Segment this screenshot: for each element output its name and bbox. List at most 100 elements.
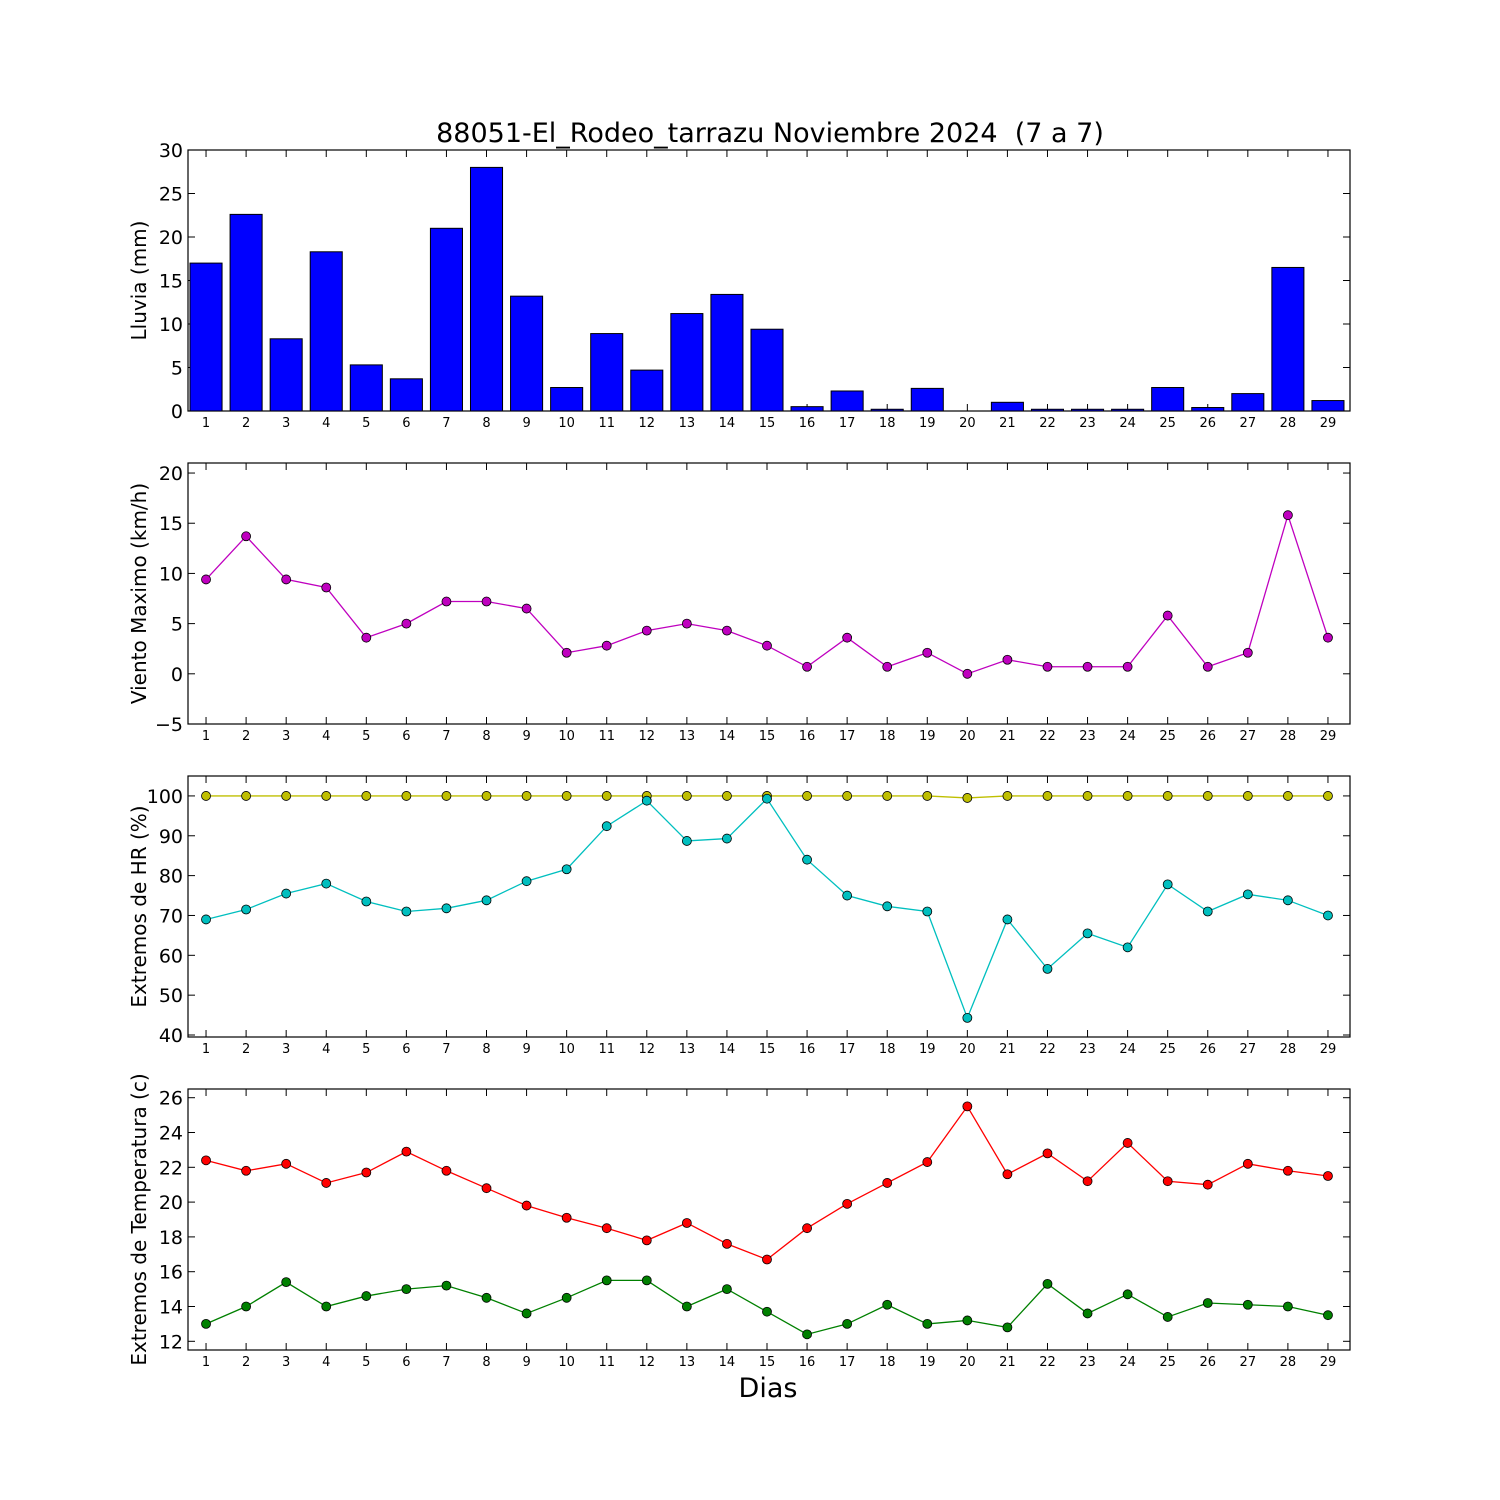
rain-xtick-label-17: 18: [879, 416, 896, 431]
temperature-series-0-point-22: [1042, 1148, 1053, 1159]
humidity-series-1-point-12: [641, 795, 652, 806]
humidity-series-1-point-21: [1002, 914, 1013, 925]
humidity-xtick-label-22: 23: [1079, 1042, 1096, 1057]
wind-xtick-label-2: 3: [282, 729, 290, 744]
humidity-xtick-label-25: 26: [1199, 1042, 1216, 1057]
humidity-xtick-label-23: 24: [1119, 1042, 1136, 1057]
rain-ytick-label-1: 5: [171, 358, 183, 380]
humidity-xtick-label-24: 25: [1159, 1042, 1176, 1057]
temperature-xtick-label-4: 5: [362, 1355, 370, 1370]
humidity-series-1-point-1: [201, 914, 211, 925]
temperature-xtick-label-17: 18: [879, 1355, 896, 1370]
temperature-series-1-point-5: [361, 1291, 372, 1301]
humidity-series-1-point-24: [1122, 942, 1133, 953]
temperature-xtick-label-27: 28: [1280, 1355, 1297, 1370]
humidity-series-1-point-16: [802, 854, 812, 865]
rain-xtick-label-24: 25: [1159, 416, 1176, 431]
temperature-series-0-point-15: [762, 1254, 772, 1265]
rain-xtick-label-1: 2: [242, 416, 250, 431]
humidity-xtick-label-28: 29: [1320, 1042, 1337, 1057]
humidity-series-1-point-7: [441, 903, 452, 914]
rain-bar-6: [389, 378, 423, 412]
temperature-xtick-label-5: 6: [402, 1355, 410, 1370]
rain-bar-8: [469, 166, 504, 412]
humidity-xtick-label-16: 17: [839, 1042, 856, 1057]
wind-xtick-label-25: 26: [1199, 729, 1216, 744]
humidity-series-0-point-19: [922, 791, 933, 801]
temperature-series-1-point-1: [201, 1319, 211, 1329]
wind-series-0-point-18: [882, 661, 893, 672]
rain-bar-1: [189, 262, 223, 412]
wind-series-0-point-23: [1082, 661, 1093, 672]
rain-bar-26: [1191, 407, 1225, 412]
humidity-xtick-label-17: 18: [879, 1042, 896, 1057]
temperature-series-0-line: [205, 1105, 1329, 1261]
wind-xtick-label-6: 7: [442, 729, 450, 744]
rain-bar-29: [1311, 400, 1345, 412]
wind-axes-frame: [187, 462, 1351, 725]
temperature-series-1-point-13: [681, 1301, 692, 1312]
humidity-series-1-point-3: [281, 888, 292, 899]
temperature-xtick-label-0: 1: [202, 1355, 210, 1370]
temperature-series-0-point-14: [722, 1238, 732, 1249]
rain-bar-9: [510, 295, 544, 412]
rain-xtick-label-21: 22: [1039, 416, 1056, 431]
temperature-series-1-point-20: [962, 1315, 973, 1326]
humidity-xtick-label-4: 5: [362, 1042, 370, 1057]
temperature-series-0-point-21: [1002, 1169, 1013, 1180]
humidity-series-1-point-15: [762, 793, 772, 804]
wind-series-0-point-26: [1202, 661, 1213, 672]
temperature-series-0-point-23: [1082, 1176, 1093, 1187]
temperature-xtick-label-24: 25: [1159, 1355, 1176, 1370]
wind-ytick-label-5: 20: [159, 463, 183, 485]
humidity-series-0-point-27: [1242, 791, 1253, 801]
temperature-series-1-point-22: [1042, 1278, 1053, 1289]
humidity-series-0-point-3: [281, 791, 292, 801]
temperature-xtick-label-22: 23: [1079, 1355, 1096, 1370]
rain-bar-3: [269, 338, 303, 412]
humidity-series-1-point-6: [401, 906, 412, 917]
temperature-axes-frame: [187, 1088, 1351, 1351]
humidity-series-0-point-5: [361, 791, 372, 801]
rain-bar-12: [630, 369, 664, 412]
humidity-ytick-label-5: 90: [159, 826, 183, 848]
wind-series-0-point-21: [1002, 654, 1013, 665]
temperature-series-1-point-29: [1323, 1310, 1333, 1321]
temperature-series-0-point-27: [1242, 1158, 1253, 1169]
temperature-series-0-point-16: [802, 1223, 812, 1234]
rain-xtick-label-23: 24: [1119, 416, 1136, 431]
rain-ytick-label-5: 25: [159, 184, 183, 206]
humidity-series-0-point-14: [722, 791, 732, 801]
wind-xtick-label-24: 25: [1159, 729, 1176, 744]
humidity-series-0-point-25: [1162, 791, 1173, 801]
temperature-xtick-label-28: 29: [1320, 1355, 1337, 1370]
humidity-series-0-point-13: [681, 791, 692, 801]
humidity-xtick-label-6: 7: [442, 1042, 450, 1057]
temperature-series-0-point-7: [441, 1165, 452, 1176]
temperature-series-1-point-19: [922, 1319, 933, 1329]
wind-series-0-point-3: [281, 574, 292, 585]
rain-bar-7: [429, 227, 463, 412]
wind-xtick-label-14: 15: [759, 729, 776, 744]
temperature-series-1-point-18: [882, 1299, 893, 1310]
humidity-series-1-point-19: [922, 906, 933, 917]
temperature-series-1-point-12: [641, 1275, 652, 1286]
temperature-series-1-point-28: [1282, 1301, 1293, 1312]
temperature-ytick-label-5: 22: [159, 1157, 183, 1179]
rain-bar-5: [349, 364, 383, 412]
rain-bar-14: [710, 293, 744, 412]
humidity-xtick-label-18: 19: [919, 1042, 936, 1057]
humidity-series-0-point-24: [1122, 791, 1133, 801]
temperature-ytick-label-7: 26: [159, 1088, 183, 1110]
temperature-ytick-label-6: 24: [159, 1123, 183, 1145]
humidity-series-0-point-6: [401, 791, 412, 801]
humidity-series-1-point-13: [681, 836, 692, 846]
humidity-xtick-label-27: 28: [1280, 1042, 1297, 1057]
rain-ytick-label-6: 30: [159, 140, 183, 162]
temperature-series-0-point-5: [361, 1167, 372, 1178]
humidity-ytick-label-3: 70: [159, 905, 183, 927]
temperature-xtick-label-3: 4: [322, 1355, 330, 1370]
